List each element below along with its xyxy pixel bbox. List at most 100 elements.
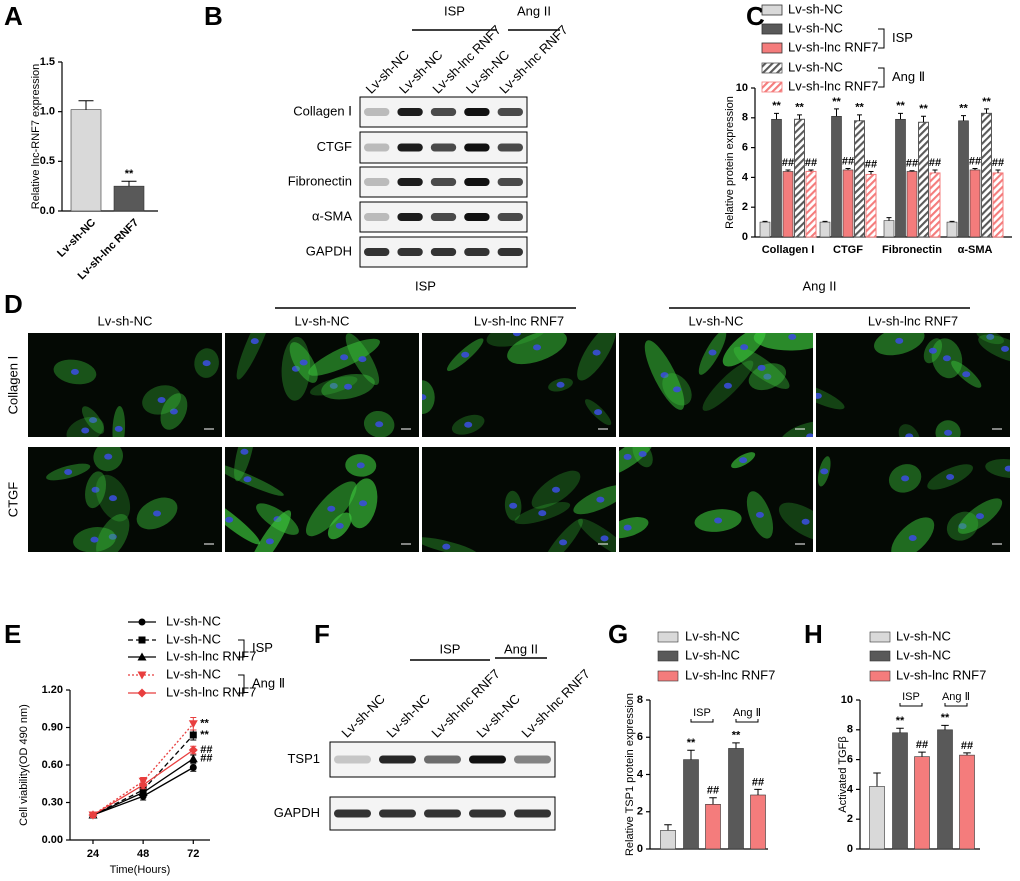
y-tick-label: 0 — [637, 843, 643, 855]
bar — [805, 170, 817, 238]
legend-group-label: ISP — [252, 640, 273, 655]
error-bar — [754, 788, 762, 795]
nucleus — [299, 359, 308, 366]
nucleus — [556, 381, 565, 388]
nucleus — [250, 338, 259, 345]
nucleus — [559, 539, 568, 546]
bar — [969, 169, 981, 238]
marker — [138, 788, 148, 796]
legend-swatch — [761, 81, 783, 93]
bar — [959, 754, 975, 850]
blot-band — [464, 178, 490, 186]
bar — [946, 221, 958, 238]
nucleus — [442, 543, 451, 550]
error-bar — [921, 115, 926, 123]
y-tick-label: 1.5 — [40, 56, 55, 68]
micrograph — [225, 447, 419, 552]
x-tick-label: Fibronectin — [882, 244, 942, 256]
nucleus — [512, 333, 521, 337]
nucleus — [763, 373, 772, 380]
panel-label: A — [4, 1, 23, 31]
bar — [794, 118, 805, 238]
nucleus — [908, 535, 917, 542]
nucleus — [623, 524, 632, 531]
bar — [929, 172, 941, 238]
nucleus — [1004, 465, 1010, 472]
group-label: ISP — [444, 3, 465, 18]
legend-label: Lv-sh-NC — [685, 647, 740, 662]
y-tick-label: 6 — [742, 142, 748, 154]
x-tick-label: Collagen I — [762, 244, 815, 256]
group-label: ISP — [415, 278, 436, 293]
group-label: ISP — [693, 707, 711, 719]
y-axis-label: Relative TSP1 protein expression — [624, 693, 636, 856]
error-bar — [709, 797, 717, 805]
cells — [817, 456, 1010, 552]
y-axis-label: Relative protein expression — [724, 96, 736, 229]
legend-swatch — [869, 650, 891, 662]
group-bracket — [690, 719, 714, 723]
bar — [70, 109, 102, 212]
y-tick-label: 2 — [637, 806, 643, 818]
group-label: Ang II — [504, 641, 538, 656]
bar — [914, 756, 930, 850]
significance-mark: ** — [200, 718, 209, 730]
micrograph — [619, 447, 813, 552]
blot-band — [497, 178, 523, 186]
blot-band — [397, 143, 423, 152]
error-bar — [918, 751, 926, 757]
group-label: Ang Ⅱ — [733, 707, 761, 719]
legend-label: Lv-sh-NC — [166, 631, 221, 646]
marker — [137, 652, 147, 661]
error-bar — [995, 169, 1001, 173]
nucleus — [64, 469, 73, 476]
nucleus — [243, 476, 252, 483]
nucleus — [714, 517, 723, 524]
blot-band — [464, 213, 490, 221]
blot-row-label: Collagen Ⅰ — [293, 103, 352, 118]
error-bar — [834, 108, 839, 117]
column-label: Lv-sh-lnc RNF7 — [474, 313, 564, 328]
error-bar — [972, 167, 978, 170]
nucleus — [958, 523, 967, 530]
significance-mark: ## — [992, 157, 1004, 169]
nucleus — [1001, 345, 1010, 352]
bar — [705, 803, 721, 850]
error-bar — [121, 180, 137, 187]
blot-row-label: CTGF — [317, 139, 352, 154]
blot-band — [397, 178, 423, 186]
error-bar — [868, 170, 874, 175]
blot-band — [364, 213, 390, 221]
bar — [992, 172, 1004, 238]
nucleus — [359, 500, 368, 507]
nucleus — [708, 349, 717, 356]
marker — [189, 764, 197, 771]
significance-mark: ## — [200, 744, 212, 756]
legend-swatch — [761, 42, 783, 54]
blot-band — [397, 108, 423, 116]
significance-mark: ** — [982, 96, 991, 108]
group-label: Ang II — [517, 3, 551, 18]
error-bar — [687, 749, 695, 760]
y-tick-label: 6 — [847, 754, 853, 766]
blot-band — [469, 809, 506, 818]
significance-mark: ## — [929, 157, 941, 169]
y-tick-label: 4 — [847, 783, 854, 795]
bar — [113, 185, 145, 212]
bar — [683, 759, 699, 850]
legend-swatch — [869, 631, 891, 643]
panel-label: D — [4, 289, 23, 319]
blot-row-label: GAPDH — [274, 805, 320, 820]
blot-row-label: GAPDH — [306, 243, 352, 258]
blot-band — [469, 755, 506, 764]
legend-swatch — [657, 631, 679, 643]
blot-row-label: α-SMA — [312, 208, 352, 223]
legend-bracket — [878, 67, 885, 88]
y-tick-label: 0.30 — [42, 796, 63, 808]
group-label: ISP — [440, 641, 461, 656]
bar — [958, 120, 969, 238]
blot-row-label: TSP1 — [287, 751, 320, 766]
significance-mark: ## — [969, 155, 981, 167]
legend-label: Lv-sh-lnc RNF7 — [685, 667, 775, 682]
